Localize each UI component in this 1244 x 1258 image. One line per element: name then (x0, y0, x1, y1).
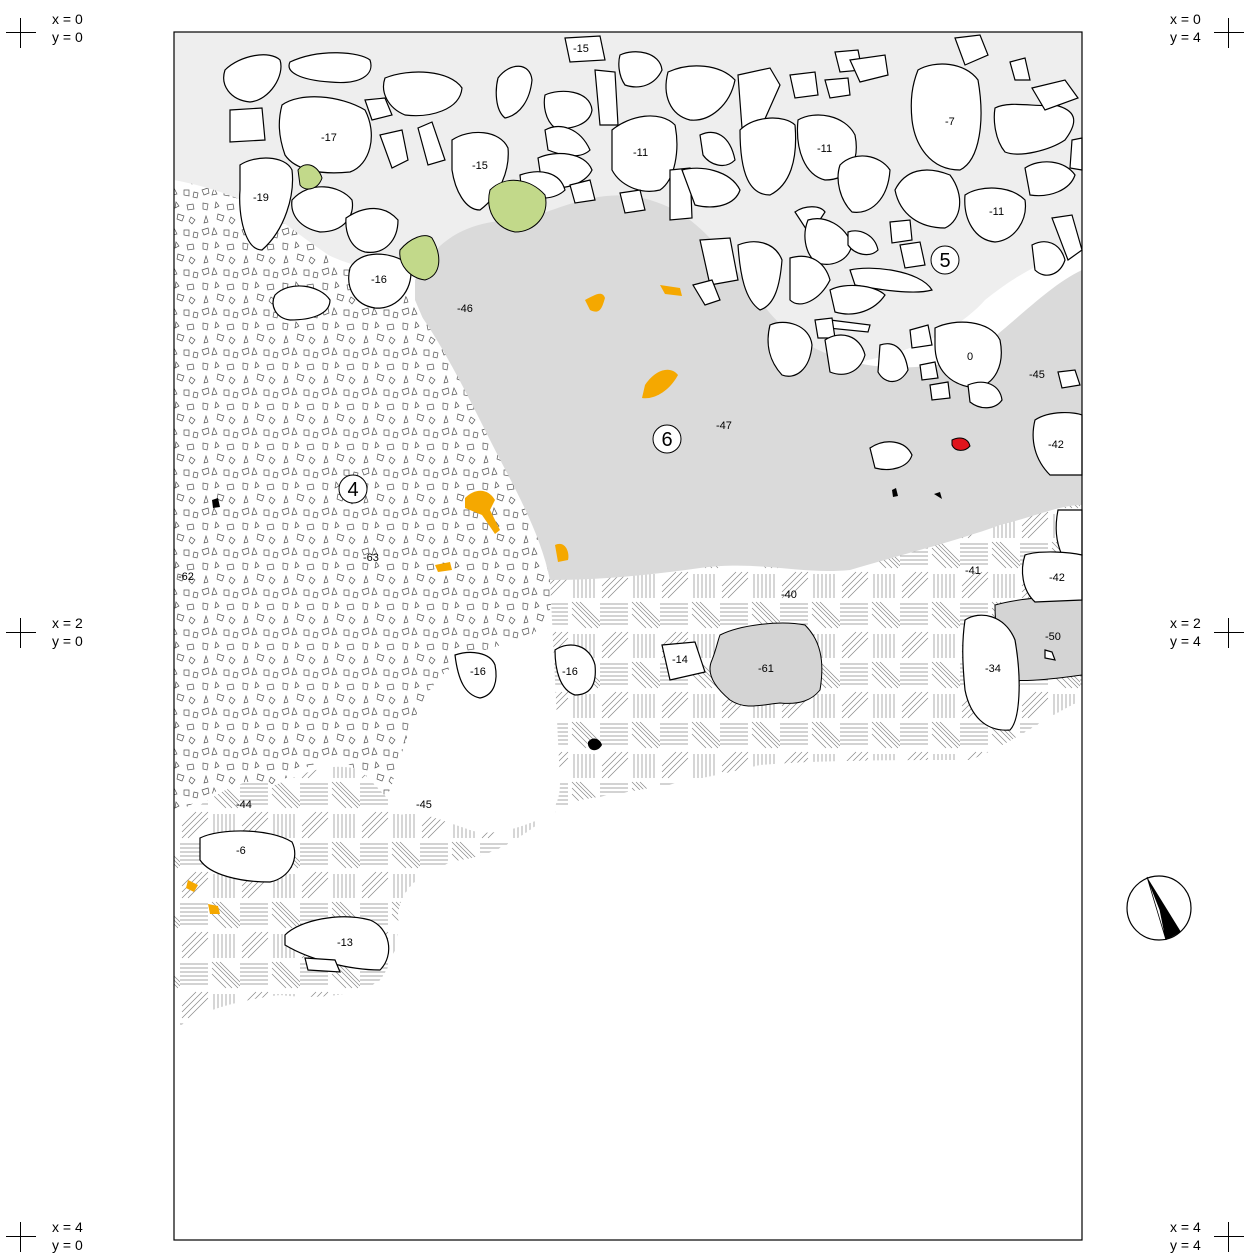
grid-cross-tl (6, 18, 36, 48)
elevation-label: -11 (633, 147, 648, 159)
elevation-label: -40 (781, 589, 797, 601)
elevation-labels: -15 -17 -15 -11 -11 -7 -11 -19 -16 -46 0… (178, 43, 1065, 949)
unit-number: 6 (661, 429, 672, 451)
corner-y: y = 0 (52, 29, 83, 45)
elevation-label: -62 (178, 571, 194, 583)
elevation-label: -41 (965, 565, 981, 577)
corner-x: x = 2 (52, 615, 83, 631)
corner-y: y = 4 (1170, 1237, 1201, 1253)
grid-cross-ml (6, 618, 36, 648)
corner-x: x = 0 (52, 11, 83, 27)
elevation-label: -46 (457, 303, 473, 315)
green-features (297, 164, 547, 281)
elevation-label: -7 (945, 116, 955, 128)
unit-number: 5 (939, 250, 950, 272)
unit-marker-4: 4 (338, 474, 368, 504)
north-arrow-icon (1126, 875, 1192, 941)
elevation-label: -14 (672, 654, 688, 666)
elevation-label: -45 (1029, 369, 1045, 381)
elevation-label: -47 (716, 420, 732, 432)
elevation-label: -34 (985, 663, 1001, 675)
unit-6-layer (415, 195, 1082, 580)
elevation-label: -44 (236, 799, 252, 811)
pit-61 (709, 622, 823, 707)
elevation-label: 0 (967, 351, 973, 363)
corner-y: y = 4 (1170, 633, 1201, 649)
stones (199, 34, 1083, 973)
corner-y: y = 0 (52, 1237, 83, 1253)
unit-number: 4 (347, 479, 358, 501)
grid-cross-tr (1214, 18, 1244, 48)
elevation-label: -17 (321, 132, 337, 144)
unit-marker-5: 5 (930, 245, 960, 275)
grid-cross-br (1214, 1222, 1244, 1252)
elevation-label: -15 (573, 43, 589, 55)
grid-cross-bl (6, 1222, 36, 1252)
hatched-layer (174, 505, 1082, 1030)
elevation-label: -16 (562, 666, 578, 678)
elevation-label: -42 (1048, 439, 1064, 451)
corner-y: y = 4 (1170, 29, 1201, 45)
corner-x: x = 4 (52, 1219, 83, 1235)
elevation-label: -15 (472, 160, 488, 172)
red-feature (951, 437, 971, 451)
elevation-label: -42 (1049, 572, 1065, 584)
corner-x: x = 0 (1170, 11, 1201, 27)
trench-border (173, 31, 1083, 1241)
corner-label-tr: x = 0 y = 4 (1170, 10, 1201, 46)
unit-marker-6: 6 (652, 424, 682, 454)
elevation-label: -50 (1045, 631, 1061, 643)
corner-label-mr: x = 2 y = 4 (1170, 614, 1201, 650)
elevation-label: -11 (989, 206, 1004, 218)
elevation-label: -19 (253, 192, 269, 204)
corner-x: x = 4 (1170, 1219, 1201, 1235)
corner-label-bl: x = 4 y = 0 (52, 1218, 83, 1254)
elevation-label: -11 (817, 143, 832, 155)
corner-label-br: x = 4 y = 4 (1170, 1218, 1201, 1254)
elevation-label: -45 (416, 799, 432, 811)
black-finds (212, 488, 942, 751)
elevation-label: -16 (470, 666, 486, 678)
corner-x: x = 2 (1170, 615, 1201, 631)
corner-label-tl: x = 0 y = 0 (52, 10, 83, 46)
elevation-label: -6 (236, 845, 246, 857)
elevation-label: -63 (363, 552, 379, 564)
elevation-label: -61 (758, 663, 774, 675)
grid-cross-mr (1214, 618, 1244, 648)
elevation-label: -13 (337, 937, 353, 949)
elevation-label: -16 (371, 274, 387, 286)
ochre-features (186, 285, 682, 914)
corner-y: y = 0 (52, 633, 83, 649)
corner-label-ml: x = 2 y = 0 (52, 614, 83, 650)
